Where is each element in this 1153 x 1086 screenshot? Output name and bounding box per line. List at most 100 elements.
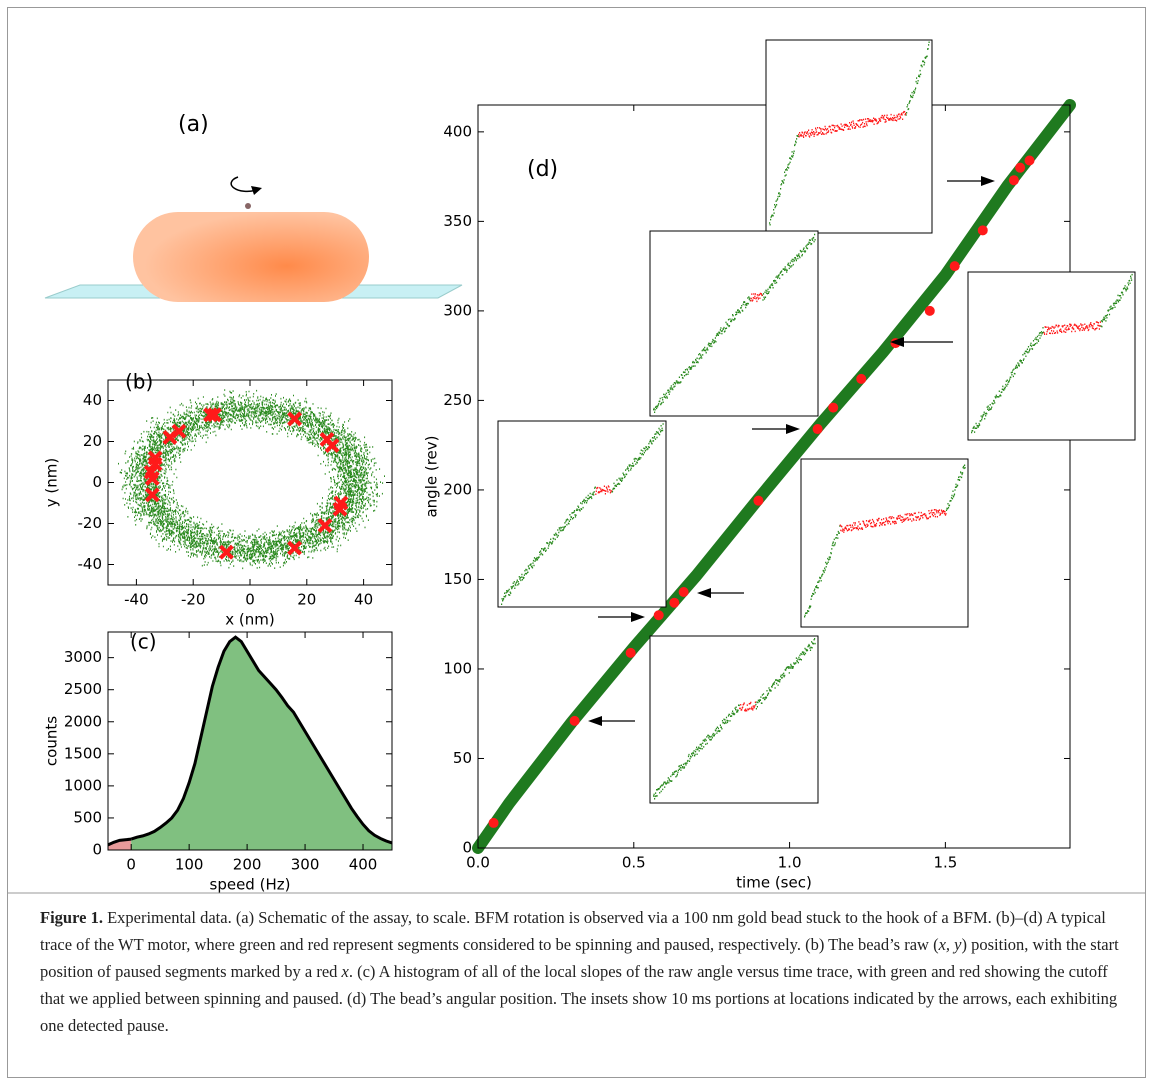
x-tick-label: 0 xyxy=(245,591,255,609)
inset-pause xyxy=(595,485,613,496)
pause-marker xyxy=(203,407,218,423)
y-tick-label: 200 xyxy=(443,480,472,498)
pause-marker xyxy=(207,407,222,423)
caption: Figure 1. Experimental data. (a) Schemat… xyxy=(40,904,1125,1039)
bead-positions-cloud xyxy=(118,389,385,570)
inset-trace xyxy=(653,233,816,413)
x-tick-label: 1.0 xyxy=(778,854,802,872)
y-tick-label: 100 xyxy=(443,659,472,677)
y-axis-label: counts xyxy=(43,716,61,766)
pause-marker xyxy=(162,429,178,445)
pause-point xyxy=(1008,175,1019,186)
figure: (a) -40 -20 0 20 40 -40 -20 0 20 40 x (nm) y (nm) (b… xyxy=(7,39,1146,894)
y-tick-label: 1500 xyxy=(64,744,102,762)
inset-pause xyxy=(750,292,763,303)
x-tick-label: 100 xyxy=(175,856,204,874)
pause-point xyxy=(653,610,664,621)
caption-label: Figure 1. xyxy=(40,908,103,927)
arrow-head xyxy=(981,176,995,186)
x-tick-label: 0.0 xyxy=(466,854,490,872)
x-axis-label: x (nm) xyxy=(225,611,274,629)
inset-trace xyxy=(804,464,966,618)
x-axis-label: speed (Hz) xyxy=(210,876,291,894)
pause-point xyxy=(977,225,988,236)
inset-frame xyxy=(967,271,1136,441)
pause-point xyxy=(753,495,764,506)
arrow-head xyxy=(697,588,711,598)
pause-point xyxy=(856,373,867,384)
y-tick-label: 250 xyxy=(443,391,472,409)
caption-text: ) position, with the start position of p… xyxy=(40,935,1119,981)
pause-point xyxy=(812,424,823,435)
pause-marker xyxy=(324,438,340,454)
y-tick-label: 50 xyxy=(453,749,472,767)
pause-marker xyxy=(317,518,333,533)
rotation-arrowhead xyxy=(251,186,262,195)
inset-frame xyxy=(765,39,933,234)
x-tick-label: 400 xyxy=(349,856,378,874)
pause-marker xyxy=(171,423,187,439)
caption-text: . (c) A histogram of all of the local sl… xyxy=(40,962,1118,1035)
bead xyxy=(245,203,251,209)
y-tick-label: 400 xyxy=(443,122,472,140)
inset-frame xyxy=(649,635,819,804)
y-tick-label: 0 xyxy=(462,839,472,857)
y-tick-label: 2500 xyxy=(64,680,102,698)
y-tick-label: 1000 xyxy=(64,776,102,794)
x-axis-label: time (sec) xyxy=(736,874,812,892)
panel-label: (a) xyxy=(178,112,209,137)
bacterium xyxy=(133,212,369,302)
inset-trace xyxy=(653,638,816,800)
histogram-outline xyxy=(130,635,393,845)
arrow-head xyxy=(588,716,602,726)
inset-trace xyxy=(501,423,664,605)
inset-trace xyxy=(769,41,930,226)
pause-marker xyxy=(287,540,303,556)
pause-marker xyxy=(332,501,348,517)
y-tick-label: 300 xyxy=(443,301,472,319)
x-tick-label: 0.5 xyxy=(622,854,646,872)
pause-point xyxy=(569,715,580,726)
x-tick-label: 300 xyxy=(291,856,320,874)
x-tick-label: 0 xyxy=(126,856,136,874)
caption-text: x, y xyxy=(938,935,962,954)
pause-marker xyxy=(147,456,163,472)
y-axis-label: angle (rev) xyxy=(423,435,441,517)
inset-pause xyxy=(1043,321,1101,336)
y-tick-label: 500 xyxy=(73,808,102,826)
x-tick-label: -40 xyxy=(124,591,149,609)
inset-frame xyxy=(800,458,969,628)
x-tick-label: 200 xyxy=(233,856,262,874)
y-tick-label: 0 xyxy=(92,841,102,859)
arrow-head xyxy=(890,337,904,347)
pause-point xyxy=(1024,155,1035,166)
panel-label: (b) xyxy=(125,370,153,394)
insets xyxy=(497,39,1136,804)
caption-text: x xyxy=(341,962,349,981)
rotation-arrow xyxy=(230,176,257,193)
cloud-dots xyxy=(118,389,385,570)
caption-text: Experimental data. (a) Schematic of the … xyxy=(40,908,1106,954)
y-tick-label: 40 xyxy=(83,391,102,409)
y-tick-label: 3000 xyxy=(64,648,102,666)
arrow-head xyxy=(631,612,645,622)
histogram-area xyxy=(108,839,132,850)
inset-pause xyxy=(839,508,947,533)
pause-point xyxy=(949,261,960,272)
pause-marker xyxy=(144,487,160,503)
x-tick-label: 40 xyxy=(354,591,373,609)
pause-point xyxy=(924,305,935,316)
x-tick-label: -20 xyxy=(181,591,206,609)
angle-trace xyxy=(472,99,1076,854)
pause-point xyxy=(1015,162,1026,173)
pause-marker xyxy=(287,411,303,427)
pause-marker xyxy=(219,544,234,560)
histogram-area xyxy=(131,637,393,850)
y-tick-label: -20 xyxy=(78,514,103,532)
inset-pause xyxy=(739,701,756,712)
inset-trace xyxy=(971,273,1133,434)
y-tick-label: 0 xyxy=(92,473,102,491)
panel-label: (c) xyxy=(130,630,157,654)
x-tick-label: 1.5 xyxy=(933,854,957,872)
pause-point xyxy=(828,402,839,413)
